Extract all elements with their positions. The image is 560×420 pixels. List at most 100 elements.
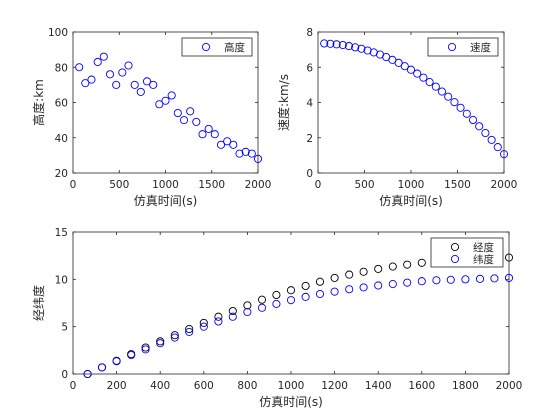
data-point	[235, 149, 244, 158]
data-point	[417, 258, 426, 267]
data-point	[118, 68, 127, 77]
data-point	[228, 306, 237, 316]
data-point	[406, 65, 416, 74]
data-point	[499, 150, 509, 159]
legend-marker	[450, 254, 460, 264]
y-tick-label: 4	[306, 98, 313, 110]
data-point	[243, 307, 252, 317]
y-tick-label: 2	[306, 133, 313, 145]
data-point	[462, 109, 471, 118]
x-tick-label: 1500	[444, 179, 471, 191]
data-point	[75, 63, 84, 72]
data-point	[320, 39, 329, 48]
x-tick-label: 1000	[278, 380, 305, 392]
y-tick-label: 10	[55, 274, 68, 286]
x-tick-label: 400	[150, 380, 170, 392]
data-point	[253, 154, 263, 163]
y-tick-label: 100	[48, 27, 68, 39]
data-point	[130, 80, 139, 89]
data-point	[475, 122, 484, 131]
data-point	[351, 43, 360, 52]
data-point	[149, 80, 158, 89]
data-point	[142, 77, 152, 86]
legend-box	[430, 237, 504, 268]
data-point	[417, 277, 426, 286]
data-point	[461, 275, 470, 284]
y-tick-label: 0	[61, 369, 68, 381]
data-point	[112, 80, 121, 89]
y-axis-label: 经纬度	[31, 285, 46, 321]
data-point	[155, 100, 164, 109]
y-tick-label: 5	[61, 322, 68, 334]
data-point	[112, 357, 121, 366]
data-point	[136, 87, 145, 96]
legend-label: 高度	[224, 41, 245, 54]
data-point	[170, 331, 179, 340]
x-tick-label: 1000	[152, 179, 179, 191]
legend-label: 速度	[470, 41, 491, 54]
x-tick-label: 800	[237, 380, 257, 392]
x-tick-label: 1600	[408, 380, 435, 392]
x-tick-label: 600	[194, 380, 214, 392]
data-point	[173, 109, 182, 118]
x-tick-label: 1800	[452, 380, 479, 392]
x-axis-label: 仿真时间(s)	[134, 194, 198, 208]
data-point	[437, 87, 447, 96]
data-point	[81, 79, 90, 88]
data-point	[185, 324, 194, 334]
data-point	[444, 92, 453, 101]
data-point	[394, 58, 403, 67]
y-tick-label: 8	[306, 27, 313, 39]
data-point	[388, 280, 397, 289]
data-point	[286, 296, 296, 305]
data-point	[332, 40, 341, 49]
data-point	[105, 70, 115, 79]
data-point	[257, 303, 267, 312]
data-point	[127, 351, 136, 360]
data-point	[504, 253, 514, 262]
data-point	[167, 91, 176, 100]
data-point	[363, 46, 372, 55]
legend-marker	[201, 42, 211, 52]
data-point	[204, 124, 213, 133]
x-tick-label: 0	[70, 179, 77, 191]
y-tick-label: 15	[55, 227, 68, 239]
data-point	[345, 285, 354, 294]
data-point	[446, 275, 455, 284]
x-tick-label: 2000	[491, 179, 518, 191]
y-tick-label: 6	[306, 62, 313, 74]
data-point	[301, 281, 310, 291]
y-tick-label: 20	[55, 168, 68, 180]
data-point	[432, 276, 441, 285]
data-point	[301, 292, 310, 301]
altitude-chart: 0 500 1000 1500 2000 20 40 60 80 100 仿真时间(s) 高度:km 高…	[31, 27, 271, 208]
data-point	[493, 143, 502, 152]
data-point	[199, 322, 208, 331]
legend-marker	[450, 242, 460, 252]
data-point	[214, 317, 223, 326]
data-point	[330, 287, 339, 296]
data-point	[192, 117, 201, 126]
x-tick-label: 500	[109, 179, 129, 191]
x-tick-label: 0	[70, 380, 77, 392]
data-point	[326, 39, 335, 48]
x-tick-label: 0	[315, 179, 322, 191]
x-tick-label: 200	[107, 380, 127, 392]
data-point	[344, 42, 354, 51]
data-point	[403, 278, 412, 287]
data-point	[504, 273, 514, 282]
data-point	[272, 290, 281, 300]
data-point	[156, 339, 165, 348]
x-tick-label: 2000	[245, 179, 272, 191]
data-point	[124, 61, 133, 70]
data-point	[185, 327, 194, 336]
data-point	[374, 281, 383, 290]
data-point	[475, 274, 485, 283]
data-point	[359, 283, 368, 292]
data-point	[450, 98, 459, 107]
legend-marker	[447, 42, 457, 52]
data-point	[400, 62, 409, 71]
data-point	[229, 140, 238, 149]
legend-label: 纬度	[473, 253, 494, 266]
